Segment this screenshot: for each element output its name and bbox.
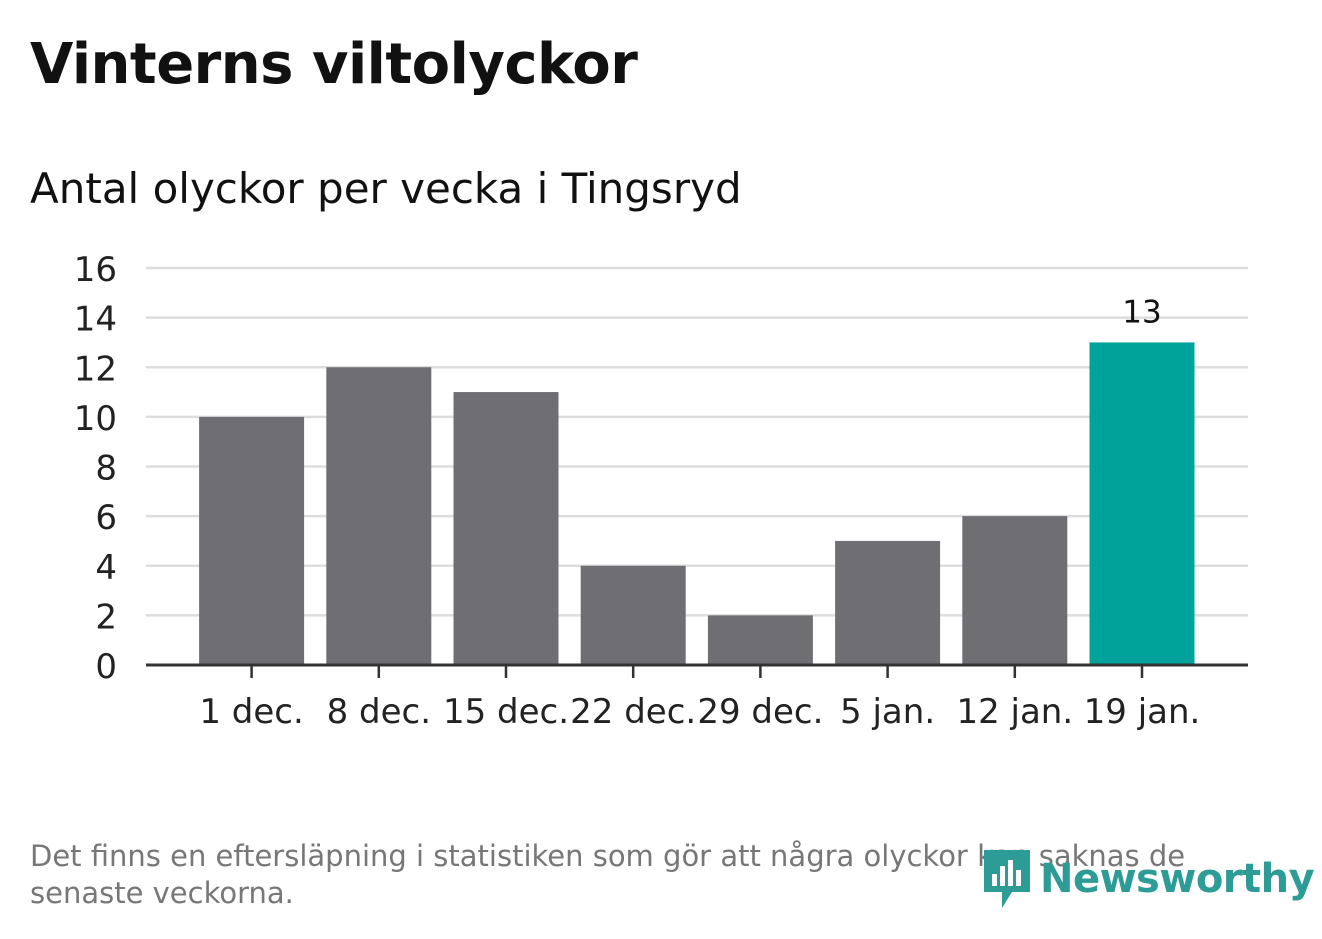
x-tick-label-4: 29 dec. [697, 692, 823, 732]
brand-name: Newsworthy [1040, 856, 1315, 902]
y-tick-label-1: 2 [95, 597, 117, 637]
bar-chart: 0 2 4 6 8 10 12 14 16 1 dec. 8 dec. 15 dec. 22 dec.… [74, 250, 1248, 732]
bar-4[interactable] [707, 615, 813, 665]
y-tick-label-2: 4 [95, 548, 117, 588]
bar-7[interactable] [1089, 342, 1195, 665]
chart-title: Vinterns viltolyckor [30, 32, 638, 97]
x-tick-label-2: 15 dec. [443, 692, 569, 732]
data-labels: 13 [1122, 294, 1161, 330]
x-axis-ticks: 1 dec. 8 dec. 15 dec. 22 dec. 29 dec. 5 jan. 1… [199, 665, 1200, 732]
bar-1[interactable] [326, 367, 432, 665]
y-tick-label-3: 6 [95, 498, 117, 538]
x-tick-label-6: 12 jan. [956, 692, 1073, 732]
y-tick-label-8: 16 [74, 250, 117, 290]
brand-logo[interactable]: Newsworthy [980, 846, 1315, 912]
bars [199, 342, 1195, 665]
x-tick-label-7: 19 jan. [1084, 692, 1201, 732]
y-axis-ticks: 0 2 4 6 8 10 12 14 16 [74, 250, 117, 687]
bar-6[interactable] [962, 516, 1068, 665]
newsworthy-logo-icon [984, 850, 1030, 908]
y-tick-label-4: 8 [95, 449, 117, 489]
bar-5[interactable] [835, 540, 941, 665]
grid-lines [146, 266, 1248, 617]
bar-3[interactable] [580, 565, 686, 665]
x-tick-label-1: 8 dec. [327, 692, 431, 732]
x-tick-label-3: 22 dec. [570, 692, 696, 732]
x-tick-label-5: 5 jan. [840, 692, 935, 732]
chart-subtitle: Antal olyckor per vecka i Tingsryd [30, 164, 742, 213]
y-tick-label-5: 10 [74, 399, 117, 439]
y-tick-label-7: 14 [74, 300, 117, 340]
bar-0[interactable] [199, 416, 305, 665]
data-label-7: 13 [1122, 294, 1161, 330]
y-tick-label-0: 0 [95, 647, 117, 687]
x-tick-label-0: 1 dec. [199, 692, 303, 732]
bar-2[interactable] [453, 392, 559, 665]
y-tick-label-6: 12 [74, 349, 117, 389]
